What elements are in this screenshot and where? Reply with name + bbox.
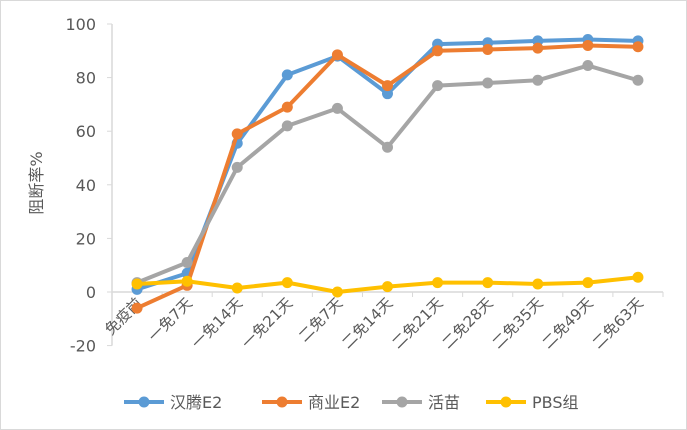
data-point bbox=[131, 278, 143, 290]
data-point bbox=[482, 77, 494, 89]
legend-label: 活苗 bbox=[428, 393, 460, 412]
legend-item: 活苗 bbox=[382, 393, 460, 412]
data-point bbox=[231, 161, 243, 173]
legend-item: 商业E2 bbox=[262, 393, 360, 412]
data-point bbox=[482, 43, 494, 55]
legend-label: 汉腾E2 bbox=[170, 393, 222, 412]
data-point bbox=[331, 102, 343, 114]
data-point bbox=[632, 271, 644, 283]
data-point bbox=[281, 277, 293, 289]
y-axis-label: 阻断率% bbox=[27, 151, 46, 214]
data-point bbox=[482, 277, 494, 289]
data-point bbox=[582, 60, 594, 72]
y-tick-label: 100 bbox=[65, 15, 96, 34]
y-tick-label: 0 bbox=[86, 283, 96, 302]
data-point bbox=[382, 80, 393, 92]
y-tick-label: -20 bbox=[70, 337, 96, 356]
legend-marker bbox=[500, 396, 512, 408]
y-tick-label: 80 bbox=[76, 69, 96, 88]
series-1 bbox=[131, 39, 644, 314]
data-point bbox=[432, 277, 444, 289]
data-point bbox=[231, 282, 243, 294]
data-point bbox=[231, 128, 243, 140]
data-point bbox=[382, 281, 393, 293]
data-point bbox=[281, 120, 293, 132]
data-point bbox=[582, 39, 594, 51]
legend-marker bbox=[138, 396, 150, 408]
legend-label: PBS组 bbox=[532, 393, 579, 412]
y-tick-label: 40 bbox=[76, 176, 96, 195]
legend-item: PBS组 bbox=[486, 393, 579, 412]
series-3 bbox=[131, 271, 644, 298]
data-point bbox=[582, 277, 594, 289]
legend-item: 汉腾E2 bbox=[124, 393, 222, 412]
y-tick-label: 20 bbox=[76, 229, 96, 248]
data-point bbox=[181, 257, 193, 269]
y-tick-label: 60 bbox=[76, 122, 96, 141]
data-point bbox=[382, 88, 393, 100]
data-point bbox=[181, 275, 193, 287]
data-point bbox=[632, 74, 644, 86]
data-point bbox=[281, 101, 293, 113]
data-point bbox=[532, 74, 544, 86]
data-point bbox=[131, 302, 143, 314]
legend-marker bbox=[276, 396, 288, 408]
data-point bbox=[632, 41, 644, 53]
data-point bbox=[432, 80, 444, 92]
data-point bbox=[432, 45, 444, 57]
data-point bbox=[382, 141, 393, 153]
data-point bbox=[532, 278, 544, 290]
data-point bbox=[331, 286, 343, 298]
data-point bbox=[532, 42, 544, 54]
legend-label: 商业E2 bbox=[308, 393, 360, 412]
data-point bbox=[331, 49, 343, 61]
legend-marker bbox=[396, 396, 408, 408]
data-point bbox=[281, 69, 293, 81]
